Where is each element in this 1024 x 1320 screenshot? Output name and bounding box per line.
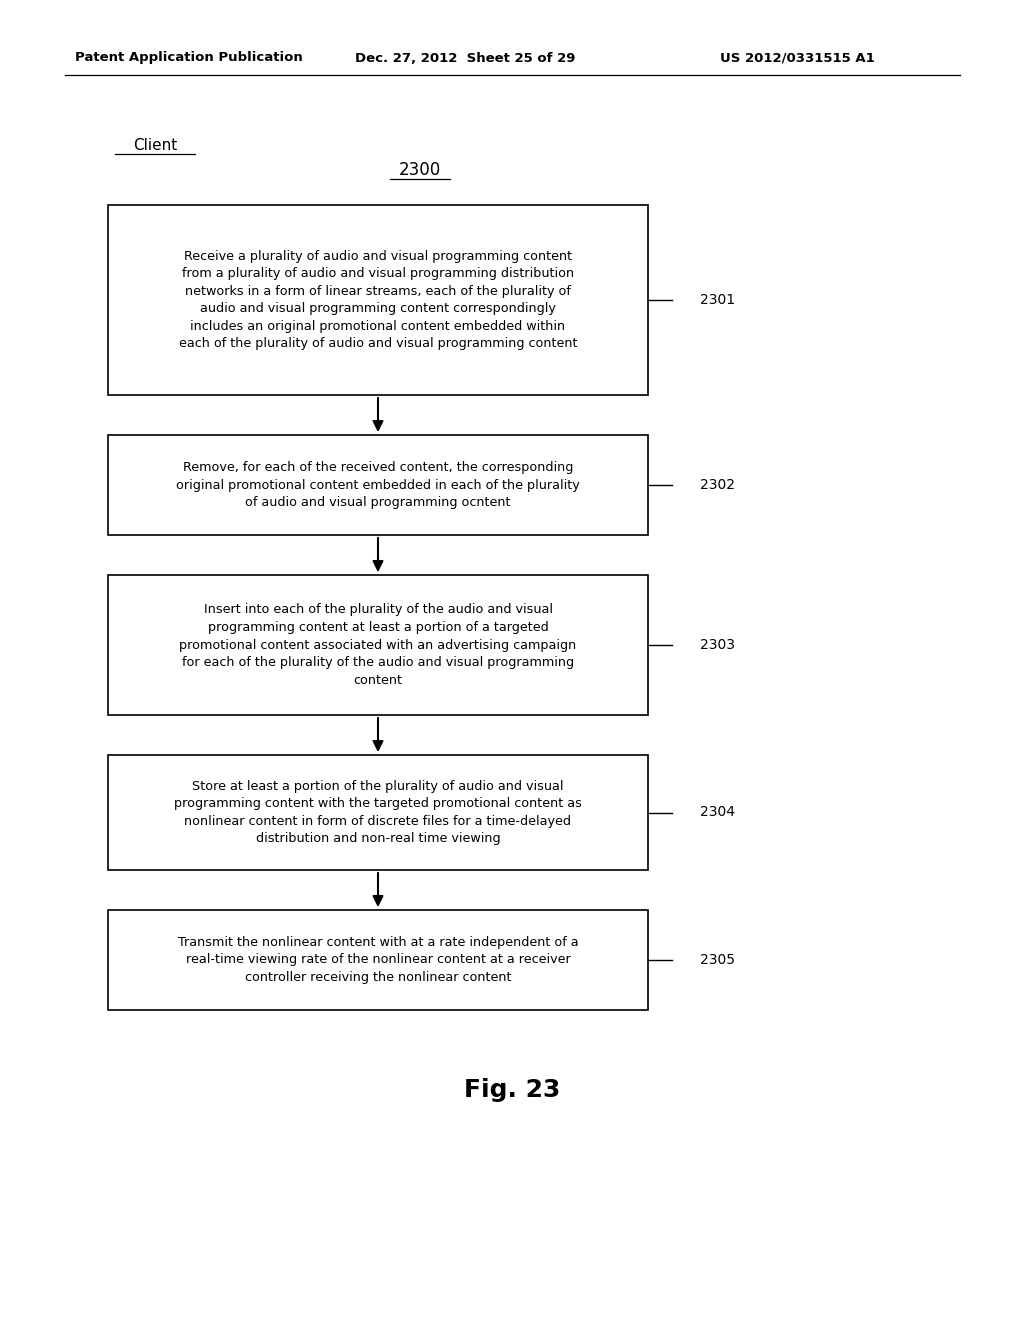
Bar bbox=[108, 436, 648, 535]
Text: Transmit the nonlinear content with at a rate independent of a
real-time viewing: Transmit the nonlinear content with at a… bbox=[178, 936, 579, 983]
Text: 2303: 2303 bbox=[700, 638, 735, 652]
Text: Patent Application Publication: Patent Application Publication bbox=[75, 51, 303, 65]
Bar bbox=[108, 909, 648, 1010]
Text: US 2012/0331515 A1: US 2012/0331515 A1 bbox=[720, 51, 874, 65]
Bar bbox=[108, 755, 648, 870]
Text: Receive a plurality of audio and visual programming content
from a plurality of : Receive a plurality of audio and visual … bbox=[179, 249, 578, 350]
Text: 2304: 2304 bbox=[700, 805, 735, 820]
Text: 2302: 2302 bbox=[700, 478, 735, 492]
Text: Dec. 27, 2012  Sheet 25 of 29: Dec. 27, 2012 Sheet 25 of 29 bbox=[355, 51, 575, 65]
Text: 2301: 2301 bbox=[700, 293, 735, 308]
Text: 2300: 2300 bbox=[399, 161, 441, 180]
Bar bbox=[108, 205, 648, 395]
Text: Remove, for each of the received content, the corresponding
original promotional: Remove, for each of the received content… bbox=[176, 461, 580, 510]
Text: Client: Client bbox=[133, 137, 177, 153]
Text: 2305: 2305 bbox=[700, 953, 735, 968]
Text: Store at least a portion of the plurality of audio and visual
programming conten: Store at least a portion of the pluralit… bbox=[174, 780, 582, 845]
Text: Fig. 23: Fig. 23 bbox=[464, 1078, 560, 1102]
Bar bbox=[108, 576, 648, 715]
Text: Insert into each of the plurality of the audio and visual
programming content at: Insert into each of the plurality of the… bbox=[179, 603, 577, 686]
